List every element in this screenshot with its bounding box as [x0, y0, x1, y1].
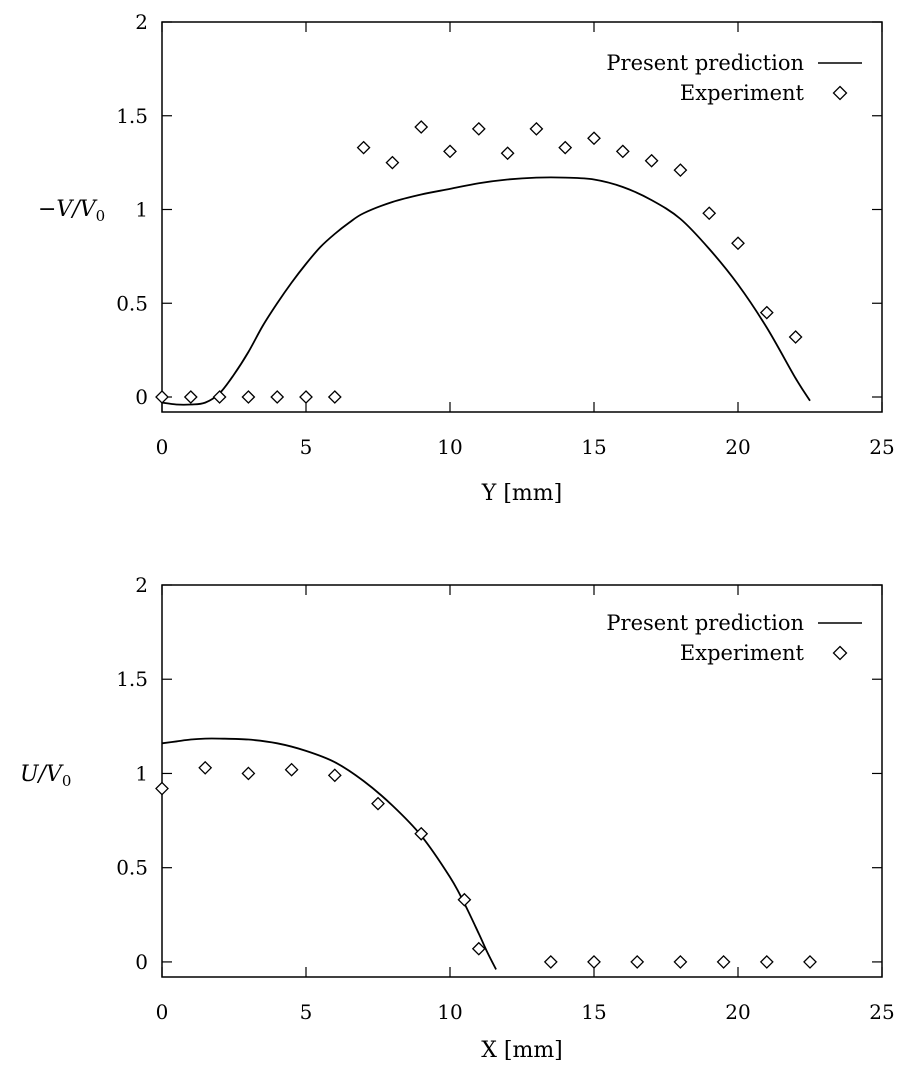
series-present-prediction	[161, 176, 811, 406]
experiment-point	[615, 144, 630, 159]
x-tick-labels: 0 5 10 15 20 25	[156, 435, 895, 459]
experiment-point	[500, 146, 515, 161]
y-tick-label: 2	[135, 10, 148, 34]
y-tick-label: 0.5	[116, 856, 148, 880]
y-tick-label: 0	[135, 950, 148, 974]
experiment-point	[587, 955, 601, 969]
experiment-point	[414, 826, 429, 841]
experiment-point	[716, 955, 731, 969]
series-experiment	[155, 760, 817, 969]
experiment-point	[183, 390, 198, 404]
y-tick-label: 0	[135, 385, 148, 409]
experiment-point	[327, 768, 342, 783]
experiment-point	[385, 155, 400, 170]
x-axis-label: Y [mm]	[481, 481, 562, 506]
experiment-point	[759, 305, 774, 320]
experiment-point	[788, 330, 803, 344]
x-tick-label: 15	[581, 1000, 606, 1024]
x-tick-labels: 0 5 10 15 20 25	[156, 1000, 895, 1024]
experiment-point	[414, 120, 429, 134]
experiment-point	[443, 144, 457, 159]
experiment-point	[471, 941, 486, 956]
prediction-curve	[161, 737, 497, 970]
experiment-point	[155, 781, 169, 796]
x-tick-label: 5	[300, 1000, 313, 1024]
experiment-point	[198, 760, 213, 775]
legend-label-experiment: Experiment	[680, 641, 805, 665]
series-experiment	[155, 120, 803, 404]
y-tick-label: 1.5	[116, 667, 148, 691]
y-tick-label: 1.5	[116, 104, 148, 128]
x-tick-label: 25	[869, 1000, 894, 1024]
y-tick-labels: 0 0.5 1 1.5 2	[116, 573, 148, 974]
x-tick-label: 0	[156, 1000, 169, 1024]
y-tick-label: 1	[135, 198, 148, 222]
experiment-point	[673, 163, 688, 178]
plot-frame	[161, 21, 883, 413]
experiment-point	[471, 121, 486, 136]
legend: Present prediction Experiment	[606, 51, 862, 105]
experiment-point	[155, 390, 169, 404]
experiment-point	[327, 390, 342, 404]
prediction-curve	[161, 176, 811, 406]
experiment-point	[371, 796, 385, 811]
experiment-point	[457, 892, 472, 907]
y-tick-labels: 0 0.5 1 1.5 2	[116, 10, 148, 409]
experiment-point	[543, 955, 558, 969]
y-tick-label: 0.5	[116, 291, 148, 315]
experiment-point	[241, 390, 256, 404]
experiment-point	[803, 955, 817, 969]
x-tick-label: 10	[437, 435, 462, 459]
legend-swatch-diamond	[832, 85, 848, 101]
experiment-point	[299, 390, 313, 404]
experiment-point	[241, 766, 256, 781]
legend-label-experiment: Experiment	[680, 81, 805, 105]
experiment-point	[558, 140, 573, 155]
x-tick-label: 20	[725, 435, 750, 459]
x-tick-label: 10	[437, 1000, 462, 1024]
experiment-point	[284, 762, 299, 777]
experiment-point	[702, 206, 717, 221]
x-tick-label: 5	[300, 435, 313, 459]
experiment-point	[529, 121, 544, 136]
legend: Present prediction Experiment	[606, 611, 862, 665]
x-axis-label: X [mm]	[481, 1038, 563, 1063]
legend-swatch-diamond	[832, 645, 848, 661]
legend-label-prediction: Present prediction	[606, 51, 804, 75]
experiment-point	[587, 131, 601, 146]
experiment-point	[270, 390, 285, 404]
y-axis-label: U/V0	[20, 762, 71, 790]
chart-bottom: 0 5 10 15 20 25 0 0.5 1 1.5 2 U/V0 X [mm] Present…	[20, 573, 895, 1063]
legend-label-prediction: Present prediction	[606, 611, 804, 635]
x-tick-label: 15	[581, 435, 606, 459]
chart-top: 0 5 10 15 20 25 0 0.5 1 1.5 2 −V/V0 Y [mm] Presen…	[38, 10, 895, 506]
y-axis-label: −V/V0	[38, 197, 105, 225]
experiment-point	[356, 140, 371, 155]
series-present-prediction	[161, 737, 497, 970]
x-tick-label: 20	[725, 1000, 750, 1024]
x-tick-label: 25	[869, 435, 894, 459]
experiment-point	[759, 955, 774, 969]
plot-frame	[161, 584, 883, 978]
experiment-point	[212, 390, 227, 404]
experiment-point	[731, 236, 745, 251]
experiment-point	[630, 955, 645, 969]
experiment-point	[644, 153, 659, 168]
experiment-point	[673, 955, 688, 969]
x-tick-label: 0	[156, 435, 169, 459]
y-tick-label: 1	[135, 761, 148, 785]
y-tick-label: 2	[135, 573, 148, 597]
